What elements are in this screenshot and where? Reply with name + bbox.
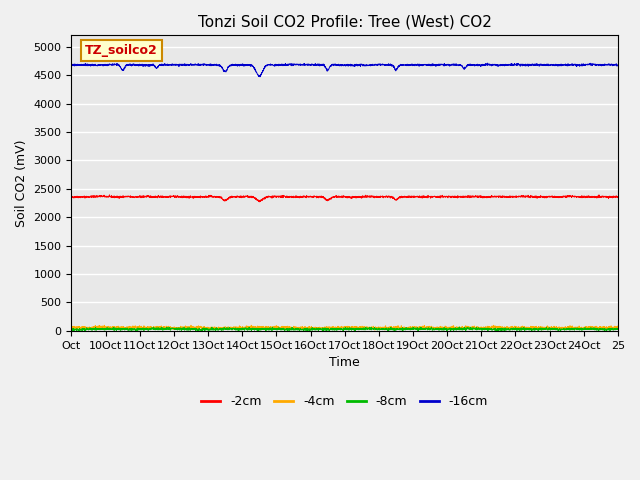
-8cm [68, 327, 76, 333]
Line: -8cm: -8cm [72, 327, 618, 331]
-16cm [277, 62, 285, 68]
-4cm [68, 324, 76, 330]
-16cm [256, 74, 264, 80]
-16cm [484, 60, 492, 66]
-2cm [545, 193, 552, 199]
-4cm [604, 325, 611, 331]
-16cm [301, 62, 308, 68]
-8cm [301, 327, 308, 333]
-2cm [68, 194, 76, 200]
Text: TZ_soilco2: TZ_soilco2 [85, 44, 158, 57]
Line: -2cm: -2cm [72, 195, 618, 202]
-8cm [456, 324, 463, 330]
X-axis label: Time: Time [330, 356, 360, 369]
-4cm [371, 327, 379, 333]
-2cm [301, 193, 309, 199]
Y-axis label: Soil CO2 (mV): Soil CO2 (mV) [15, 139, 28, 227]
Line: -4cm: -4cm [72, 325, 618, 330]
-4cm [301, 325, 308, 331]
-2cm [604, 194, 611, 200]
-4cm [545, 325, 552, 331]
-8cm [163, 326, 170, 332]
-8cm [447, 328, 454, 334]
-16cm [163, 62, 170, 68]
-16cm [604, 62, 611, 68]
Legend: -2cm, -4cm, -8cm, -16cm: -2cm, -4cm, -8cm, -16cm [196, 390, 493, 413]
-4cm [277, 325, 285, 331]
-8cm [604, 326, 611, 332]
-16cm [68, 62, 76, 68]
-4cm [130, 324, 138, 330]
-16cm [545, 63, 552, 69]
-4cm [614, 324, 622, 330]
-2cm [130, 194, 138, 200]
-2cm [163, 193, 170, 199]
-2cm [278, 194, 285, 200]
-4cm [248, 323, 255, 328]
-4cm [163, 324, 170, 329]
-8cm [130, 326, 138, 332]
Title: Tonzi Soil CO2 Profile: Tree (West) CO2: Tonzi Soil CO2 Profile: Tree (West) CO2 [198, 15, 492, 30]
Line: -16cm: -16cm [72, 63, 618, 77]
-8cm [277, 327, 285, 333]
-2cm [255, 199, 263, 205]
-8cm [545, 327, 552, 333]
-2cm [614, 194, 622, 200]
-16cm [614, 62, 622, 68]
-2cm [106, 192, 113, 198]
-8cm [614, 325, 622, 331]
-16cm [130, 61, 138, 67]
